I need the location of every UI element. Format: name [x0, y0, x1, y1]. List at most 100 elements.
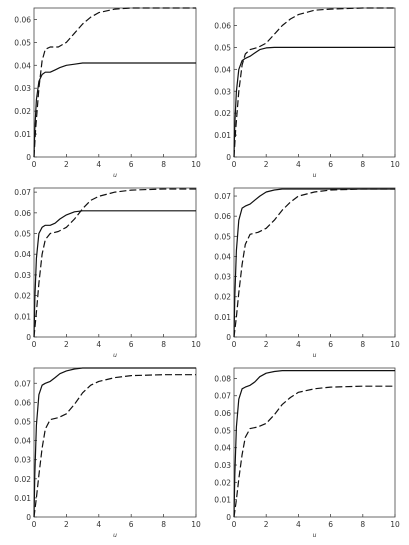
- chart-panel-5: 0 0.01 0.02 0.03 0.04 0.05 0.06 0.07 0 2 4 6 8 10 u: [14, 367, 201, 539]
- y-tick-label: 0: [26, 513, 31, 522]
- y-tick-label: 0.04: [14, 437, 31, 446]
- y-tick-label: 0.01: [214, 496, 231, 505]
- y-tick-label: 0.06: [214, 212, 231, 221]
- solid-series-line: [33, 62, 196, 158]
- y-tick-label: 0.05: [214, 43, 231, 52]
- x-tick-label: 6: [129, 340, 134, 349]
- plot-frame: [33, 367, 197, 518]
- dashed-series-line: [233, 7, 395, 158]
- y-tick-label: 0.01: [14, 130, 31, 139]
- x-tick-label: 2: [64, 160, 69, 169]
- x-tick-label: 10: [390, 520, 400, 529]
- y-tick-label: 0.08: [214, 374, 231, 383]
- chart-panel-2: 0 0.01 0.02 0.03 0.04 0.05 0.06 0 2 4 6 8 10 u: [214, 7, 400, 179]
- x-tick-label: 8: [161, 340, 166, 349]
- y-tick-label: 0.05: [214, 426, 231, 435]
- dashed-series-line: [33, 374, 196, 518]
- x-tick-label: 0: [232, 520, 237, 529]
- plot-frame: [233, 367, 396, 518]
- y-tick-label: 0.04: [14, 61, 31, 70]
- chart-panel-4: 0 0.01 0.02 0.03 0.04 0.05 0.06 0.07 0 2 4 6 8 10 u: [214, 187, 400, 359]
- y-tick-label: 0.02: [14, 292, 31, 301]
- y-tick-label: 0.01: [14, 312, 31, 321]
- plot-frame: [233, 187, 396, 338]
- x-axis-label: u: [113, 172, 117, 179]
- chart-panel-3: 0 0.01 0.02 0.03 0.04 0.05 0.06 0.07 0 2 4 6 8 10 u: [14, 187, 201, 359]
- y-tick-label: 0.06: [214, 22, 231, 31]
- y-tick-label: 0: [26, 153, 31, 162]
- y-tick-label: 0: [226, 513, 231, 522]
- x-tick-label: 0: [32, 160, 37, 169]
- solid-series-line: [33, 210, 196, 338]
- x-axis-label: u: [313, 352, 317, 359]
- x-tick-label: 2: [264, 160, 269, 169]
- x-tick-label: 0: [232, 340, 237, 349]
- y-tick-label: 0.03: [214, 273, 231, 282]
- y-tick-label: 0.05: [214, 232, 231, 241]
- x-tick-label: 0: [32, 520, 37, 529]
- y-tick-label: 0.05: [14, 417, 31, 426]
- x-tick-label: 2: [64, 340, 69, 349]
- x-tick-label: 10: [191, 160, 201, 169]
- x-tick-label: 10: [191, 340, 201, 349]
- y-tick-label: 0: [26, 333, 31, 342]
- x-tick-label: 2: [264, 340, 269, 349]
- y-tick-label: 0.04: [214, 444, 231, 453]
- x-tick-label: 8: [360, 160, 365, 169]
- x-tick-label: 6: [129, 520, 134, 529]
- x-tick-label: 4: [296, 520, 301, 529]
- y-tick-label: 0.02: [14, 107, 31, 116]
- y-tick-label: 0.06: [14, 398, 31, 407]
- x-tick-label: 4: [96, 160, 101, 169]
- plot-frame: [33, 187, 197, 338]
- y-tick-label: 0.07: [14, 379, 31, 388]
- y-tick-label: 0.07: [214, 192, 231, 201]
- x-axis-label: u: [313, 532, 317, 539]
- x-tick-label: 0: [32, 340, 37, 349]
- y-tick-label: 0.05: [14, 38, 31, 47]
- y-tick-label: 0.02: [14, 475, 31, 484]
- y-tick-label: 0.04: [214, 252, 231, 261]
- dashed-series-line: [233, 188, 395, 338]
- x-tick-label: 6: [129, 160, 134, 169]
- solid-series-line: [233, 370, 395, 518]
- x-tick-label: 4: [296, 340, 301, 349]
- x-tick-label: 6: [328, 520, 333, 529]
- chart-panel-1: 0 0.01 0.02 0.03 0.04 0.05 0.06 0 2 4 6 8 10 u: [14, 7, 201, 179]
- y-tick-label: 0.01: [214, 131, 231, 140]
- x-tick-label: 4: [96, 340, 101, 349]
- x-tick-label: 2: [264, 520, 269, 529]
- y-tick-label: 0.03: [214, 461, 231, 470]
- x-axis-label: u: [313, 172, 317, 179]
- dashed-series-line: [33, 188, 196, 338]
- solid-series-line: [233, 46, 395, 158]
- y-tick-label: 0: [226, 153, 231, 162]
- x-tick-label: 0: [232, 160, 237, 169]
- solid-series-line: [33, 367, 196, 518]
- plot-frame: [33, 7, 197, 158]
- x-tick-label: 4: [296, 160, 301, 169]
- y-tick-label: 0.07: [14, 188, 31, 197]
- dashed-series-line: [233, 385, 395, 518]
- y-tick-label: 0.03: [14, 456, 31, 465]
- y-tick-label: 0.06: [14, 15, 31, 24]
- y-tick-label: 0: [226, 333, 231, 342]
- x-tick-label: 10: [191, 520, 201, 529]
- y-tick-label: 0.03: [14, 84, 31, 93]
- x-tick-label: 8: [360, 340, 365, 349]
- x-tick-label: 6: [328, 340, 333, 349]
- x-tick-label: 2: [64, 520, 69, 529]
- y-tick-label: 0.06: [214, 409, 231, 418]
- x-tick-label: 10: [390, 160, 400, 169]
- y-tick-label: 0.01: [14, 494, 31, 503]
- y-tick-label: 0.03: [14, 271, 31, 280]
- solid-series-line: [233, 188, 395, 338]
- y-tick-label: 0.07: [214, 392, 231, 401]
- y-tick-label: 0.05: [14, 230, 31, 239]
- y-tick-label: 0.03: [214, 87, 231, 96]
- x-tick-label: 10: [390, 340, 400, 349]
- chart-panel-6: 0 0.01 0.02 0.03 0.04 0.05 0.06 0.07 0.08 0 2 4 6 8 10…: [214, 367, 400, 539]
- x-tick-label: 8: [161, 520, 166, 529]
- y-tick-label: 0.02: [214, 478, 231, 487]
